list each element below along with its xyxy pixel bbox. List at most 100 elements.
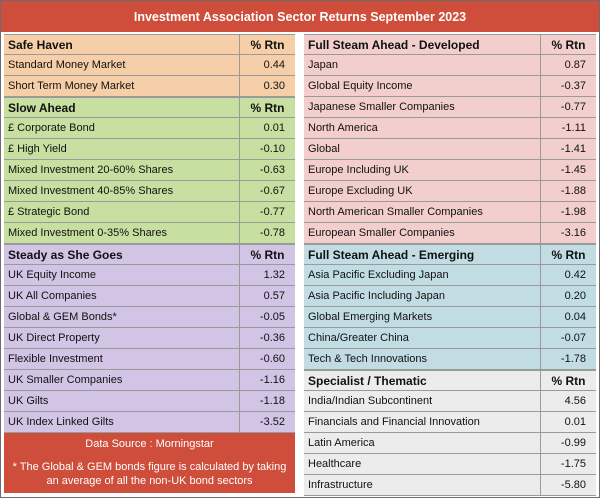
sector-return: 0.57 bbox=[239, 286, 295, 306]
sector-return: -5.80 bbox=[540, 475, 596, 495]
section-title: Slow Ahead bbox=[8, 100, 76, 115]
sector-name: Mixed Investment 0-35% Shares bbox=[8, 227, 167, 239]
sector-return: -0.60 bbox=[239, 349, 295, 369]
sector-name: China/Greater China bbox=[308, 332, 409, 344]
sector-name: Global & GEM Bonds* bbox=[8, 311, 117, 323]
sector-return: -0.05 bbox=[239, 307, 295, 327]
sector-name: Flexible Investment bbox=[8, 353, 103, 365]
sector-return: 0.04 bbox=[540, 307, 596, 327]
source-note-box: Data Source : Morningstar * The Global &… bbox=[4, 433, 295, 493]
sector-return: -0.77 bbox=[540, 97, 596, 117]
sector-name: Infrastructure bbox=[308, 479, 373, 491]
table-row: North American Smaller Companies -1.98 bbox=[304, 202, 596, 223]
return-column-header: % Rtn bbox=[239, 245, 295, 264]
sector-return: -1.45 bbox=[540, 160, 596, 180]
table-row: North America -1.11 bbox=[304, 118, 596, 139]
sector-name: Mixed Investment 20-60% Shares bbox=[8, 164, 174, 176]
section-header-specialist: Specialist / Thematic % Rtn bbox=[304, 370, 596, 391]
section-title: Safe Haven bbox=[8, 37, 73, 52]
sector-name: £ Strategic Bond bbox=[8, 206, 90, 218]
sector-name: India/Indian Subcontinent bbox=[308, 395, 433, 407]
footnote: * The Global & GEM bonds figure is calcu… bbox=[12, 461, 287, 487]
sector-return: -0.78 bbox=[239, 223, 295, 243]
sector-name: North American Smaller Companies bbox=[308, 206, 483, 218]
sector-name: North America bbox=[308, 122, 378, 134]
sector-return: -0.99 bbox=[540, 433, 596, 453]
table-row: Latin America -0.99 bbox=[304, 433, 596, 454]
sector-name: UK Index Linked Gilts bbox=[8, 416, 114, 428]
table-row: UK All Companies 0.57 bbox=[4, 286, 295, 307]
sector-return: -0.07 bbox=[540, 328, 596, 348]
sector-name: Tech & Tech Innovations bbox=[308, 353, 428, 365]
sector-return: -1.16 bbox=[239, 370, 295, 390]
sector-return: 0.01 bbox=[540, 412, 596, 432]
table-row: UK Equity Income 1.32 bbox=[4, 265, 295, 286]
table-row: UK Index Linked Gilts -3.52 bbox=[4, 412, 295, 433]
sector-name: Standard Money Market bbox=[8, 59, 126, 71]
table-row: Global -1.41 bbox=[304, 139, 596, 160]
sector-name: European Smaller Companies bbox=[308, 227, 455, 239]
sector-return: 0.30 bbox=[239, 76, 295, 96]
sector-return: -1.78 bbox=[540, 349, 596, 369]
sector-name: UK Smaller Companies bbox=[8, 374, 123, 386]
table-row: India/Indian Subcontinent 4.56 bbox=[304, 391, 596, 412]
table-row: Europe Excluding UK -1.88 bbox=[304, 181, 596, 202]
section-header-safe-haven: Safe Haven % Rtn bbox=[4, 34, 295, 55]
sector-name: UK Gilts bbox=[8, 395, 49, 407]
table-row: Europe Including UK -1.45 bbox=[304, 160, 596, 181]
sector-name: Europe Excluding UK bbox=[308, 185, 413, 197]
table-row: Global Equity Income -0.37 bbox=[304, 76, 596, 97]
sector-name: £ High Yield bbox=[8, 143, 67, 155]
sector-return: -3.16 bbox=[540, 223, 596, 243]
table-row: Mixed Investment 0-35% Shares -0.78 bbox=[4, 223, 295, 244]
sector-return: -1.41 bbox=[540, 139, 596, 159]
table-row: Infrastructure -5.80 bbox=[304, 475, 596, 496]
section-title: Specialist / Thematic bbox=[308, 373, 427, 388]
sector-return: -1.18 bbox=[239, 391, 295, 411]
table-row: UK Smaller Companies -1.16 bbox=[4, 370, 295, 391]
return-column-header: % Rtn bbox=[540, 35, 596, 54]
section-header-developed: Full Steam Ahead - Developed % Rtn bbox=[304, 34, 596, 55]
section-title: Steady as She Goes bbox=[8, 247, 123, 262]
table-row: China/Greater China -0.07 bbox=[304, 328, 596, 349]
sector-return: -1.98 bbox=[540, 202, 596, 222]
table-row: Flexible Investment -0.60 bbox=[4, 349, 295, 370]
sector-name: Mixed Investment 40-85% Shares bbox=[8, 185, 174, 197]
sector-return: -0.10 bbox=[239, 139, 295, 159]
section-title: Full Steam Ahead - Emerging bbox=[308, 247, 475, 262]
sector-return: 0.42 bbox=[540, 265, 596, 285]
table-row: Global & GEM Bonds* -0.05 bbox=[4, 307, 295, 328]
sector-return: 0.87 bbox=[540, 55, 596, 75]
right-column: Full Steam Ahead - Developed % Rtn Japan… bbox=[304, 34, 596, 496]
return-column-header: % Rtn bbox=[540, 245, 596, 264]
sector-name: Japanese Smaller Companies bbox=[308, 101, 455, 113]
table-row: Financials and Financial Innovation 0.01 bbox=[304, 412, 596, 433]
sector-name: £ Corporate Bond bbox=[8, 122, 95, 134]
return-column-header: % Rtn bbox=[239, 35, 295, 54]
sector-name: Financials and Financial Innovation bbox=[308, 416, 480, 428]
return-column-header: % Rtn bbox=[239, 98, 295, 117]
table-row: Healthcare -1.75 bbox=[304, 454, 596, 475]
sector-name: Global Emerging Markets bbox=[308, 311, 433, 323]
data-source: Data Source : Morningstar bbox=[85, 438, 214, 450]
page-title: Investment Association Sector Returns Se… bbox=[1, 1, 599, 32]
table-row: £ High Yield -0.10 bbox=[4, 139, 295, 160]
table-row: Japanese Smaller Companies -0.77 bbox=[304, 97, 596, 118]
sector-return: -0.77 bbox=[239, 202, 295, 222]
sector-name: Latin America bbox=[308, 437, 375, 449]
sector-return: -3.52 bbox=[239, 412, 295, 432]
sector-return: 0.01 bbox=[239, 118, 295, 138]
table-row: £ Corporate Bond 0.01 bbox=[4, 118, 295, 139]
table-row: Asia Pacific Including Japan 0.20 bbox=[304, 286, 596, 307]
sector-name: Global Equity Income bbox=[308, 80, 413, 92]
table-row: Tech & Tech Innovations -1.78 bbox=[304, 349, 596, 370]
sector-name: Healthcare bbox=[308, 458, 362, 470]
table-row: European Smaller Companies -3.16 bbox=[304, 223, 596, 244]
sector-name: Japan bbox=[308, 59, 338, 71]
sector-return: 0.20 bbox=[540, 286, 596, 306]
sector-name: Short Term Money Market bbox=[8, 80, 135, 92]
sector-return: -1.88 bbox=[540, 181, 596, 201]
sector-name: Global bbox=[308, 143, 340, 155]
sector-return: -0.37 bbox=[540, 76, 596, 96]
table-row: UK Gilts -1.18 bbox=[4, 391, 295, 412]
